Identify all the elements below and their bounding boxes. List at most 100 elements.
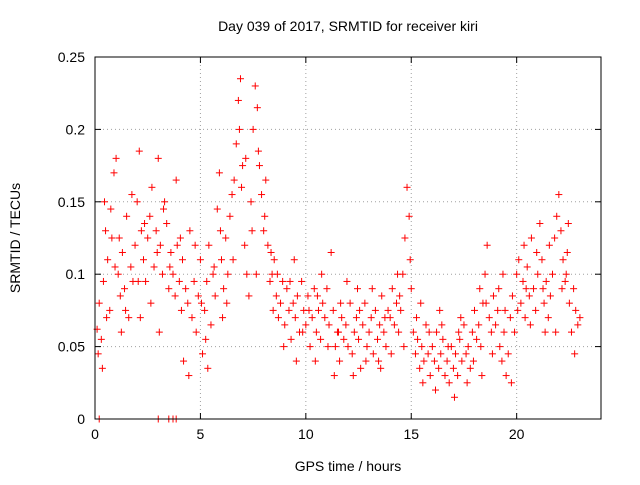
data-point	[104, 256, 112, 264]
data-point	[141, 220, 149, 228]
data-point	[150, 263, 158, 271]
data-point	[359, 321, 367, 329]
data-point	[357, 364, 365, 372]
data-point	[425, 328, 433, 336]
data-point	[546, 292, 554, 300]
data-point	[133, 198, 141, 206]
data-point	[169, 270, 177, 278]
data-point	[281, 321, 289, 329]
data-point	[343, 277, 351, 285]
data-point	[165, 285, 173, 293]
data-point	[463, 379, 471, 387]
data-point	[274, 314, 282, 322]
data-point	[127, 263, 135, 271]
plot-area-border	[94, 56, 602, 420]
data-point	[433, 328, 441, 336]
data-point	[536, 220, 544, 228]
data-point	[456, 335, 464, 343]
data-point	[283, 285, 291, 293]
data-point	[413, 314, 421, 322]
data-point	[305, 306, 313, 314]
data-point	[517, 299, 525, 307]
data-point	[482, 299, 490, 307]
data-point	[374, 335, 382, 343]
data-point	[184, 299, 192, 307]
data-point	[238, 183, 246, 191]
data-point	[526, 321, 534, 329]
data-point	[477, 343, 485, 351]
data-point	[94, 350, 102, 358]
data-point	[131, 241, 139, 249]
data-point	[314, 306, 322, 314]
data-point	[205, 241, 213, 249]
data-point	[473, 335, 481, 343]
data-point	[443, 357, 451, 365]
data-point	[380, 328, 388, 336]
data-point	[121, 285, 129, 293]
data-point	[521, 314, 529, 322]
data-point	[112, 154, 120, 162]
data-point	[173, 241, 181, 249]
data-point	[155, 328, 163, 336]
data-point	[279, 277, 287, 285]
data-point	[533, 248, 541, 256]
data-point	[508, 292, 516, 300]
data-point	[565, 299, 573, 307]
data-point	[507, 379, 515, 387]
data-point	[449, 364, 457, 372]
data-point	[160, 205, 168, 213]
data-point	[558, 285, 566, 293]
data-point	[249, 125, 257, 133]
data-point	[555, 191, 563, 199]
data-point	[99, 277, 107, 285]
data-point	[144, 234, 152, 242]
data-point	[191, 241, 199, 249]
data-point	[397, 306, 405, 314]
data-point	[534, 270, 542, 278]
data-point	[270, 256, 278, 264]
data-point	[514, 306, 522, 314]
data-point	[210, 263, 218, 271]
data-point	[394, 270, 402, 278]
data-point	[203, 277, 211, 285]
data-point	[247, 198, 255, 206]
data-point	[562, 270, 570, 278]
data-point	[522, 285, 530, 293]
data-point	[269, 306, 277, 314]
data-point	[207, 321, 215, 329]
x-tick-labels: 0 5 10 15 20	[91, 426, 525, 442]
data-point	[403, 183, 411, 191]
data-point	[348, 350, 356, 358]
data-point	[377, 364, 385, 372]
data-point	[325, 321, 333, 329]
data-point	[220, 285, 228, 293]
data-point	[330, 372, 338, 380]
data-point	[407, 285, 415, 293]
data-point	[498, 357, 506, 365]
data-point	[335, 328, 343, 336]
data-point	[523, 263, 531, 271]
data-point	[192, 328, 200, 336]
data-point	[570, 285, 578, 293]
data-point	[123, 212, 131, 220]
data-point	[511, 328, 519, 336]
data-point	[416, 364, 424, 372]
data-point	[280, 343, 288, 351]
data-point	[215, 169, 223, 177]
data-point	[261, 212, 269, 220]
data-point	[501, 306, 509, 314]
data-point	[552, 328, 560, 336]
data-point	[103, 314, 111, 322]
data-point	[405, 212, 413, 220]
data-point	[245, 292, 253, 300]
data-point	[572, 306, 580, 314]
data-point	[176, 234, 184, 242]
data-point	[298, 277, 306, 285]
data-point	[196, 256, 204, 264]
data-point	[312, 328, 320, 336]
data-point	[424, 350, 432, 358]
data-point	[106, 306, 114, 314]
data-point	[107, 205, 115, 213]
data-point	[541, 328, 549, 336]
data-point	[492, 321, 500, 329]
